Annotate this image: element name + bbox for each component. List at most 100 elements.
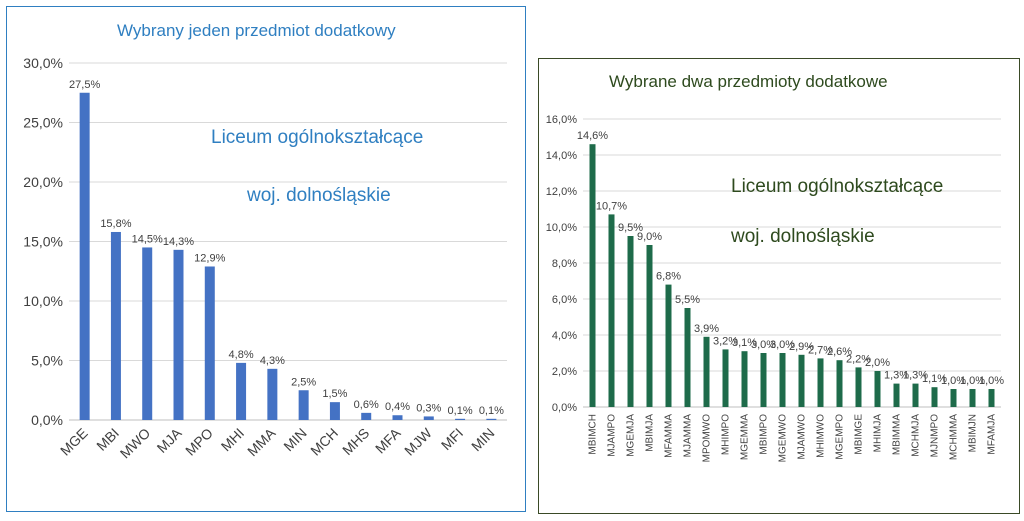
bar-chart-two-subjects: 0,0% 2,0% 4,0% 6,0% 8,0% 10,0% 12,0% 14,0% 16,0%… — [546, 114, 1004, 463]
x-tick-label: MWO — [117, 425, 154, 462]
bar — [627, 236, 634, 407]
y-tick-label: 20,0% — [23, 174, 63, 190]
x-tick-label: MIN — [280, 425, 309, 454]
x-tick-label: MCH — [307, 425, 341, 459]
x-tick-label: MIN — [468, 425, 497, 454]
y-tick-label: 0,0% — [31, 412, 63, 428]
bar — [817, 358, 824, 407]
data-label: 2,6% — [827, 346, 852, 358]
bar — [361, 412, 372, 420]
y-tick-label: 8,0% — [552, 258, 577, 270]
chart-title: Wybrane dwa przedmioty dodatkowe — [609, 72, 888, 91]
y-tick-label: 2,0% — [552, 366, 577, 378]
y-tick-label: 5,0% — [31, 352, 63, 368]
bar — [142, 247, 153, 420]
x-tick-label: MPOMWO — [702, 414, 713, 463]
data-label: 15,8% — [100, 218, 131, 230]
data-label: 0,3% — [416, 402, 441, 414]
bar — [893, 383, 900, 407]
x-tick-label: MJA — [154, 424, 186, 456]
x-tick-label: MFI — [438, 425, 466, 453]
data-label: 4,3% — [260, 355, 285, 367]
bar — [988, 389, 995, 407]
data-label: 2,9% — [789, 341, 814, 353]
bar — [760, 353, 767, 407]
data-label: 2,2% — [846, 353, 871, 365]
x-tick-label: MCHMJA — [911, 414, 922, 457]
bar — [79, 92, 90, 420]
x-tick-label: MFAMMA — [664, 414, 675, 458]
data-label: 0,4% — [385, 401, 410, 413]
x-tick-label: MGE — [57, 425, 91, 459]
data-label: 4,8% — [229, 349, 254, 361]
data-label: 9,0% — [637, 231, 662, 243]
data-label: 0,1% — [479, 405, 504, 417]
data-label: 2,0% — [865, 357, 890, 369]
chart-annotation-region: woj. dolnośląskie — [247, 185, 391, 206]
x-tick-label: MBIMJN — [968, 414, 979, 452]
data-label: 1,3% — [903, 370, 928, 382]
x-tick-label: MJNMPO — [930, 414, 941, 458]
bar — [836, 360, 843, 407]
chart-title: Wybrany jeden przedmiot dodatkowy — [117, 21, 396, 40]
x-tick-label: MHIMWO — [816, 414, 827, 458]
x-tick-label: MHS — [339, 425, 372, 458]
y-tick-label: 10,0% — [23, 293, 63, 309]
bar — [741, 351, 748, 407]
bar — [950, 389, 957, 407]
x-tick-label: MGEMWO — [778, 414, 789, 463]
bar — [912, 383, 919, 407]
bar — [267, 368, 278, 420]
y-tick-label: 15,0% — [23, 233, 63, 249]
data-label: 1,1% — [922, 373, 947, 385]
bar — [703, 336, 710, 407]
x-tick-label: MHIMPO — [721, 414, 732, 455]
data-label: 3,2% — [713, 335, 738, 347]
bar — [608, 214, 615, 407]
y-tick-label: 6,0% — [552, 294, 577, 306]
x-tick-label: MCHMMA — [949, 414, 960, 460]
x-tick-label: MHIMJA — [873, 414, 884, 453]
data-label: 3,0% — [770, 339, 795, 351]
data-label: 3,0% — [751, 339, 776, 351]
data-label: 3,1% — [732, 337, 757, 349]
x-tick-label: MBIMGE — [854, 414, 865, 455]
x-tick-label: MFAMJA — [987, 414, 998, 455]
bar-chart-single-subject: 0,0% 5,0% 10,0% 15,0% 20,0% 25,0% 30,0% 27,5% MG… — [23, 55, 507, 462]
x-tick-label: MJAMWO — [797, 414, 808, 460]
bar — [855, 367, 862, 407]
x-tick-label: MJAMMA — [683, 414, 694, 458]
bar — [173, 249, 184, 420]
x-tick-label: MBIMCH — [588, 414, 599, 455]
bar — [204, 266, 215, 420]
chart-annotation-school-type: Liceum ogólnokształcące — [211, 127, 424, 148]
data-label: 12,9% — [194, 252, 225, 264]
x-tick-label: MHI — [218, 425, 247, 454]
data-label: 2,5% — [291, 376, 316, 388]
data-label: 0,1% — [448, 405, 473, 417]
x-tick-label: MBIMPO — [759, 414, 770, 455]
data-label: 1,5% — [322, 388, 347, 400]
bar — [722, 349, 729, 407]
bar — [665, 284, 672, 407]
y-tick-label: 14,0% — [546, 150, 577, 162]
bar — [486, 418, 497, 420]
data-label: 27,5% — [69, 79, 100, 91]
y-tick-label: 4,0% — [552, 330, 577, 342]
x-tick-label: MPO — [182, 425, 216, 459]
bar — [969, 389, 976, 407]
y-tick-label: 25,0% — [23, 114, 63, 130]
y-tick-label: 10,0% — [546, 222, 577, 234]
data-label: 6,8% — [656, 271, 681, 283]
data-label: 14,6% — [577, 130, 608, 142]
data-label: 1,0% — [979, 375, 1004, 387]
x-tick-label: MGEMPO — [835, 414, 846, 460]
data-label: 5,5% — [675, 294, 700, 306]
x-tick-label: MMA — [244, 424, 279, 459]
x-tick-label: MJW — [401, 424, 435, 458]
y-tick-label: 0,0% — [552, 402, 577, 414]
x-tick-label: MFA — [372, 424, 404, 456]
chart-panel-two-subjects: Wybrane dwa przedmioty dodatkowe 0,0% 2,0… — [538, 58, 1020, 514]
chart-annotation-school-type: Liceum ogólnokształcące — [731, 176, 944, 197]
bar — [931, 387, 938, 407]
